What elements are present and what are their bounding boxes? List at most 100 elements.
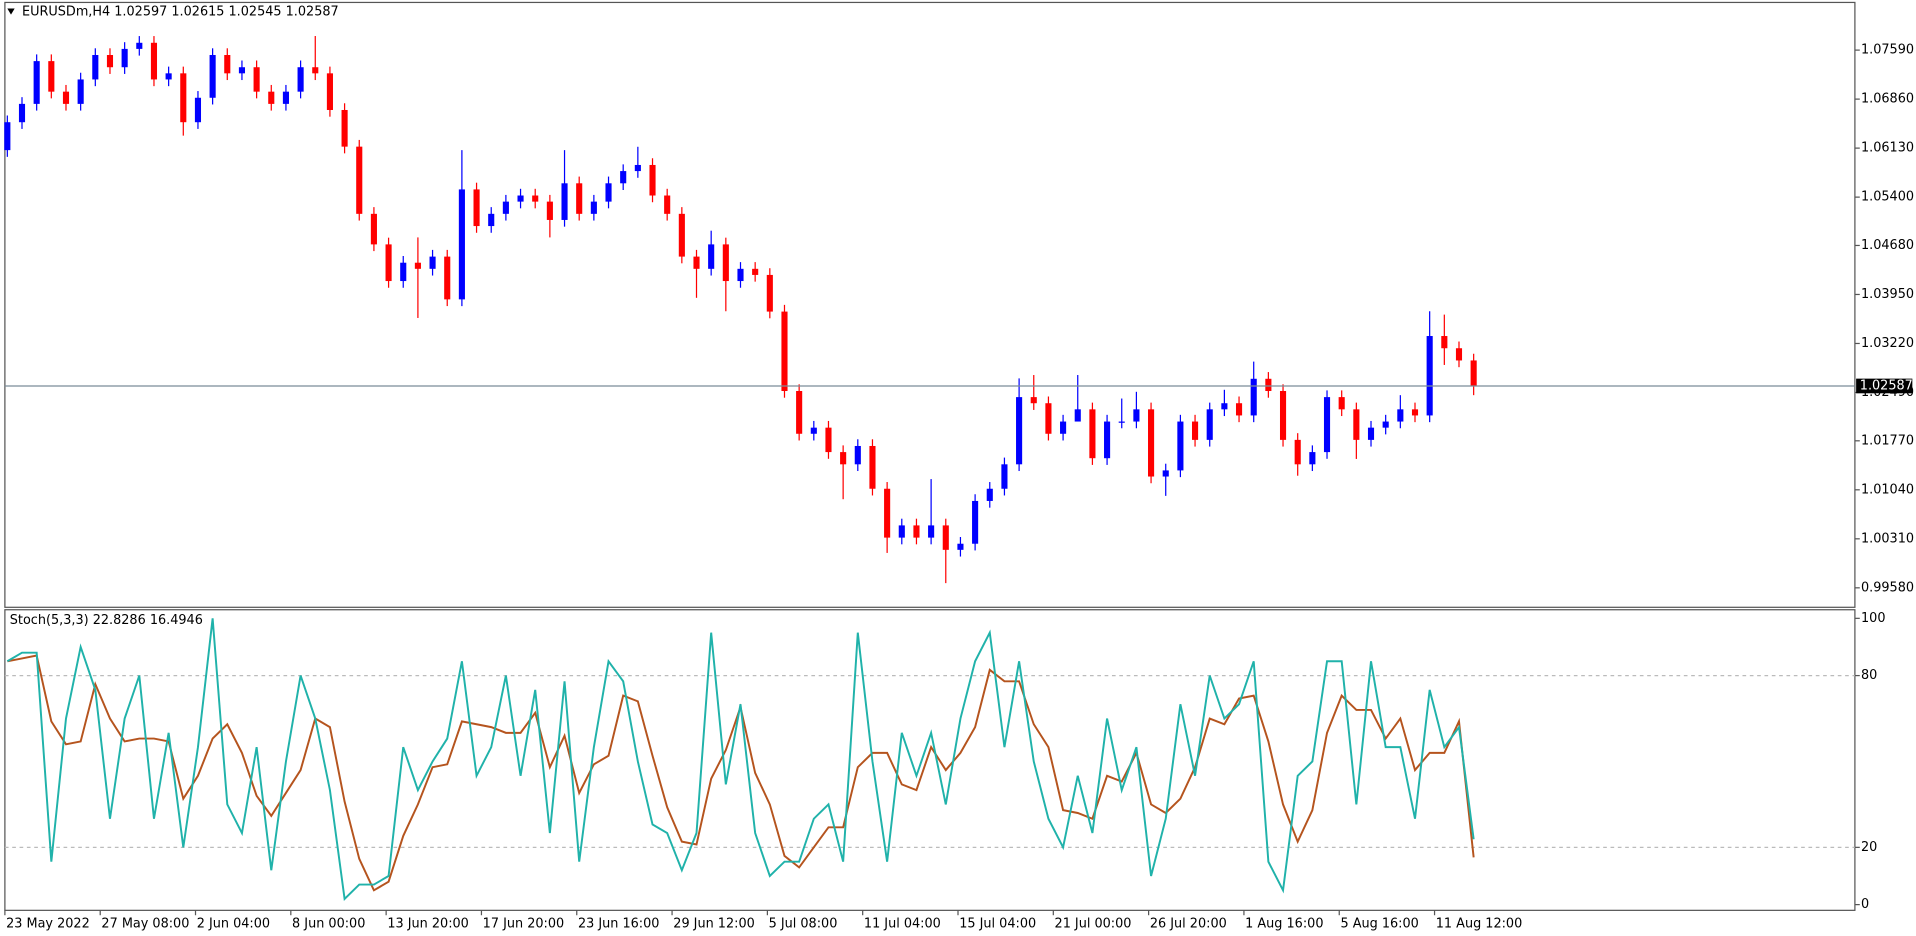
candle-body xyxy=(678,213,685,257)
y-tick-label: 1.06130 xyxy=(1861,141,1914,156)
candle-body xyxy=(414,262,421,269)
x-tick-label: 13 Jun 20:00 xyxy=(387,916,468,931)
candle-body xyxy=(928,525,935,538)
candle-body xyxy=(268,91,275,104)
candle-body xyxy=(33,61,40,104)
current-price-box xyxy=(1856,378,1913,394)
candle-body xyxy=(1177,421,1184,471)
candle-body xyxy=(4,122,11,151)
candle-body xyxy=(913,525,920,538)
x-tick-label: 15 Jul 04:00 xyxy=(959,916,1036,931)
candle-body xyxy=(1470,360,1477,386)
candle-body xyxy=(561,183,568,220)
candle-body xyxy=(370,213,377,245)
candle-body xyxy=(796,391,803,434)
candle-body xyxy=(1162,470,1169,477)
candle-body xyxy=(1148,409,1155,477)
candle-body xyxy=(605,183,612,202)
price-title: EURUSDm,H4 1.02597 1.02615 1.02545 1.025… xyxy=(22,5,339,20)
candle-body xyxy=(1294,439,1301,465)
y-tick-label: 1.06860 xyxy=(1861,92,1914,107)
price-panel xyxy=(4,1,1856,608)
candle-body xyxy=(649,164,656,196)
candle-body xyxy=(1367,427,1375,440)
candle-body xyxy=(502,201,509,214)
candle-body xyxy=(722,244,729,282)
candle-body xyxy=(517,195,524,202)
candle-body xyxy=(1353,409,1360,440)
candle-body xyxy=(620,171,627,184)
x-tick-label: 2 Jun 04:00 xyxy=(197,916,270,931)
candle-body xyxy=(1192,421,1199,440)
candle-body xyxy=(150,42,158,80)
candle-body xyxy=(1382,421,1389,428)
candle-body xyxy=(429,256,436,269)
candle-body xyxy=(62,91,70,104)
candle-body xyxy=(121,48,128,68)
candle-body xyxy=(92,55,99,80)
x-tick-label: 21 Jul 00:00 xyxy=(1055,916,1132,931)
candle-body xyxy=(576,183,583,214)
candle-body xyxy=(752,268,759,275)
candle-body xyxy=(1089,409,1096,459)
candle-body xyxy=(532,195,539,202)
candle-body xyxy=(825,427,832,453)
stoch-title: Stoch(5,3,3) 22.8286 16.4946 xyxy=(10,613,203,628)
candle-body xyxy=(1338,397,1345,410)
candle-body xyxy=(488,213,495,227)
candle-body xyxy=(634,164,641,172)
candle-body xyxy=(972,500,979,544)
candle-body xyxy=(238,67,246,74)
x-tick-label: 23 May 2022 xyxy=(6,916,90,931)
candle-body xyxy=(1104,421,1111,459)
candle-body xyxy=(77,79,84,104)
stoch-line xyxy=(6,618,1475,901)
candle-body xyxy=(1074,409,1081,422)
candle-body xyxy=(1016,397,1023,465)
candle-body xyxy=(1206,409,1213,440)
candle-body xyxy=(341,109,348,147)
x-tick-label: 27 May 08:00 xyxy=(101,916,189,931)
candle-body xyxy=(444,256,451,300)
candle-body xyxy=(1279,391,1287,440)
y-tick-label: 1.05400 xyxy=(1861,190,1914,205)
candle-body xyxy=(854,445,861,465)
collapse-icon xyxy=(7,8,15,15)
stoch-panel xyxy=(4,609,1856,911)
current-price-label: 1.02587 xyxy=(1860,378,1913,393)
candle-body xyxy=(1441,336,1448,349)
y-tick-label: 1.01770 xyxy=(1861,433,1914,448)
candle-body xyxy=(18,103,26,123)
y-tick-label: 1.03220 xyxy=(1861,336,1914,351)
y-tick-label: 100 xyxy=(1861,611,1886,626)
candle-body xyxy=(1060,421,1067,434)
candle-body xyxy=(693,256,700,269)
x-tick-label: 5 Aug 16:00 xyxy=(1340,916,1418,931)
candle-body xyxy=(106,55,114,68)
y-tick-label: 1.00310 xyxy=(1861,531,1914,546)
candle-body xyxy=(884,488,891,538)
candle-body xyxy=(48,61,55,92)
candle-body xyxy=(1030,397,1037,404)
x-tick-label: 1 Aug 16:00 xyxy=(1245,916,1323,931)
candle-body xyxy=(942,525,949,550)
y-tick-label: 1.07590 xyxy=(1861,43,1914,58)
x-tick-label: 26 Jul 20:00 xyxy=(1150,916,1227,931)
candle-body xyxy=(458,189,465,300)
x-tick-label: 17 Jun 20:00 xyxy=(483,916,565,931)
candle-body xyxy=(737,268,744,282)
candle-body xyxy=(400,262,407,282)
x-tick-label: 23 Jun 16:00 xyxy=(578,916,660,931)
candle-body xyxy=(326,73,333,110)
candle-body xyxy=(1265,378,1272,392)
candle-body xyxy=(473,189,480,227)
y-tick-label: 20 xyxy=(1861,840,1877,855)
y-tick-label: 1.04680 xyxy=(1861,238,1914,253)
candle-body xyxy=(209,55,216,98)
candle-body xyxy=(1455,348,1463,361)
candle-body xyxy=(1001,464,1008,489)
candle-body xyxy=(224,55,231,74)
y-tick-label: 80 xyxy=(1861,668,1877,683)
